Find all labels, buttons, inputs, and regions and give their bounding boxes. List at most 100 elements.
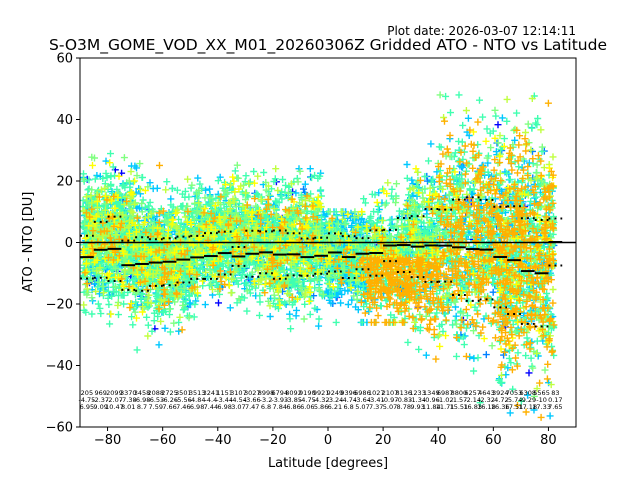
- bin-mean-label: -2.32: [478, 396, 495, 404]
- bin-mean-label: 0.17: [548, 396, 562, 404]
- bin-mean-label: -3.2: [260, 396, 273, 404]
- bin-mean-label: -7.38: [120, 396, 137, 404]
- bin-mean-label: -0.96: [423, 396, 440, 404]
- bin-count-label: 2107: [382, 389, 399, 397]
- bin-mean-label: -2.37: [92, 396, 109, 404]
- bin-std-label: 11.71: [436, 403, 455, 411]
- y-tick-label: 60: [56, 52, 73, 67]
- bin-mean-label: -4.75: [299, 396, 316, 404]
- bin-mean-label: -3.93: [271, 396, 288, 404]
- chart-title: S-O3M_GOME_VOD_XX_M01_20260306Z Gridded …: [49, 36, 607, 55]
- bin-count-label: 4643: [478, 389, 495, 397]
- bin-count-label: 9396: [340, 389, 357, 397]
- bin-count-label: 6257: [464, 389, 481, 397]
- bin-std-label: 7.59: [149, 403, 163, 411]
- bin-mean-label: -3.44: [216, 396, 233, 404]
- bin-count-label: 3501: [175, 389, 192, 397]
- bin-mean-label: -4.4: [205, 396, 218, 404]
- x-axis-label: Latitude [degrees]: [268, 456, 388, 471]
- statistics-layer: [80, 196, 576, 328]
- bin-annotations: 205-4.756.95969-2.379.092099-2.0710.4733…: [78, 389, 562, 411]
- bin-std-label: 7.47: [245, 403, 259, 411]
- bin-count-label: 6794: [272, 389, 289, 397]
- bin-std-label: 7.66: [162, 403, 176, 411]
- bin-std-label: 8.78: [397, 403, 411, 411]
- bin-count-label: 9249: [327, 389, 344, 397]
- bin-count-label: 1151: [216, 389, 233, 397]
- plot-date-label: Plot date: 2026-03-07 12:14:11: [387, 24, 576, 38]
- y-tick-label: 40: [56, 113, 73, 128]
- bin-std-label: 17.18: [518, 403, 537, 411]
- bin-mean-label: -3.64: [354, 396, 371, 404]
- bin-count-label: 5565: [533, 389, 550, 397]
- bin-std-label: 8.01: [121, 403, 135, 411]
- bin-count-label: 3241: [203, 389, 220, 397]
- bin-mean-label: -3.85: [285, 396, 302, 404]
- bin-std-label: 6.86: [286, 403, 300, 411]
- bin-std-label: 7.46: [176, 403, 190, 411]
- bin-std-label: 10.47: [105, 403, 124, 411]
- x-tick-label: 40: [430, 433, 447, 448]
- bin-count-label: 3027: [244, 389, 261, 397]
- bin-std-label: 11.84: [422, 403, 441, 411]
- y-tick-label: 20: [56, 175, 73, 190]
- bin-std-label: 9.09: [93, 403, 107, 411]
- bin-mean-label: -3.24: [326, 396, 343, 404]
- bin-mean-label: -10: [536, 396, 547, 404]
- bin-std-label: 17.51: [505, 403, 524, 411]
- bin-std-label: 5.07: [355, 403, 369, 411]
- bin-count-label: 3924: [492, 389, 509, 397]
- bin-count-label: 2725: [161, 389, 178, 397]
- bin-count-label: 3370: [120, 389, 137, 397]
- y-tick-label: 0: [65, 236, 73, 251]
- bin-std-label: 17.33: [532, 403, 551, 411]
- bin-count-label: 1027: [368, 389, 385, 397]
- bin-std-label: 6.06: [300, 403, 314, 411]
- bin-count-label: 8998: [258, 389, 275, 397]
- bin-count-label: 1233: [409, 389, 426, 397]
- bin-mean-label: -4.84: [189, 396, 206, 404]
- bin-mean-label: -4.32: [313, 396, 330, 404]
- bin-mean-label: -9.29: [519, 396, 536, 404]
- bin-mean-label: -0.97: [382, 396, 399, 404]
- scatter-points-color-7: [81, 99, 558, 421]
- bin-mean-label: -2.07: [106, 396, 123, 404]
- y-axis-label: ATO - NTO [DU]: [21, 192, 36, 293]
- bin-mean-label: -1.34: [409, 396, 426, 404]
- bin-std-label: 5.07: [383, 403, 397, 411]
- bin-count-label: 2088: [148, 389, 165, 397]
- x-tick-label: −20: [259, 433, 286, 448]
- bin-count-label: 9190: [299, 389, 316, 397]
- bin-std-label: 6.21: [328, 403, 342, 411]
- bin-std-label: 7.84: [273, 403, 287, 411]
- bin-count-label: 3513: [189, 389, 206, 397]
- y-tick-label: −40: [46, 359, 73, 374]
- bin-mean-label: -5.74: [506, 396, 523, 404]
- bin-count-label: 969: [94, 389, 106, 397]
- bin-std-label: 6.8: [343, 403, 353, 411]
- bin-std-label: 6.95: [80, 403, 94, 411]
- bin-count-label: 8800: [451, 389, 468, 397]
- bin-std-label: 16.18: [477, 403, 496, 411]
- scatter-layer: [80, 91, 558, 421]
- bin-mean-label: -4.75: [78, 396, 95, 404]
- bin-mean-label: -4.74: [340, 396, 357, 404]
- bin-std-label: 6.8: [261, 403, 271, 411]
- bin-mean-label: -4.54: [230, 396, 247, 404]
- x-tick-label: −40: [204, 433, 231, 448]
- bin-std-label: 3.07: [231, 403, 245, 411]
- bin-std-label: 9.93: [410, 403, 424, 411]
- bin-std-label: 7.44: [204, 403, 218, 411]
- x-tick-label: −60: [149, 433, 176, 448]
- bin-std-label: 15.51: [450, 403, 469, 411]
- bin-mean-label: -3.41: [368, 396, 385, 404]
- x-tick-label: 0: [324, 433, 332, 448]
- bin-count-label: 6987: [437, 389, 454, 397]
- bin-mean-label: -6.98: [134, 396, 151, 404]
- bin-std-label: 16.36: [491, 403, 510, 411]
- x-tick-label: 60: [485, 433, 502, 448]
- bin-std-label: 6.98: [217, 403, 231, 411]
- bin-count-label: 2099: [106, 389, 123, 397]
- y-tick-label: −20: [46, 298, 73, 313]
